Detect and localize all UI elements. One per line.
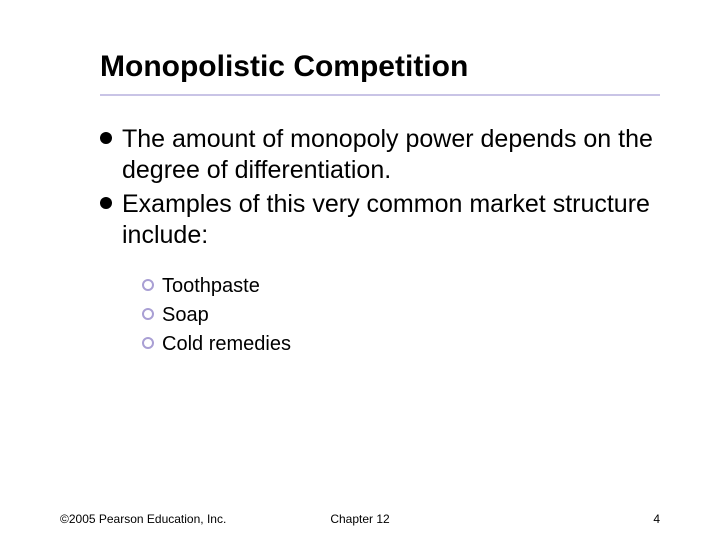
ring-bullet-icon — [142, 308, 154, 320]
divider-rule — [100, 94, 660, 96]
footer-chapter: Chapter 12 — [0, 512, 720, 526]
sub-bullet-item: Cold remedies — [142, 332, 660, 357]
slide: Monopolistic Competition The amount of m… — [0, 0, 720, 540]
sub-bullet-text: Cold remedies — [162, 332, 291, 357]
sub-bullet-item: Soap — [142, 303, 660, 328]
disc-bullet-icon — [100, 132, 112, 144]
slide-title: Monopolistic Competition — [100, 50, 660, 90]
sub-list: Toothpaste Soap Cold remedies — [142, 274, 660, 357]
slide-body: The amount of monopoly power depends on … — [100, 124, 660, 357]
sub-bullet-text: Soap — [162, 303, 209, 328]
bullet-item: The amount of monopoly power depends on … — [100, 124, 660, 185]
disc-bullet-icon — [100, 197, 112, 209]
footer-page-number: 4 — [653, 512, 660, 526]
bullet-text: The amount of monopoly power depends on … — [122, 124, 660, 185]
sub-bullet-item: Toothpaste — [142, 274, 660, 299]
bullet-text: Examples of this very common market stru… — [122, 189, 660, 250]
bullet-item: Examples of this very common market stru… — [100, 189, 660, 250]
ring-bullet-icon — [142, 337, 154, 349]
ring-bullet-icon — [142, 279, 154, 291]
sub-bullet-text: Toothpaste — [162, 274, 260, 299]
